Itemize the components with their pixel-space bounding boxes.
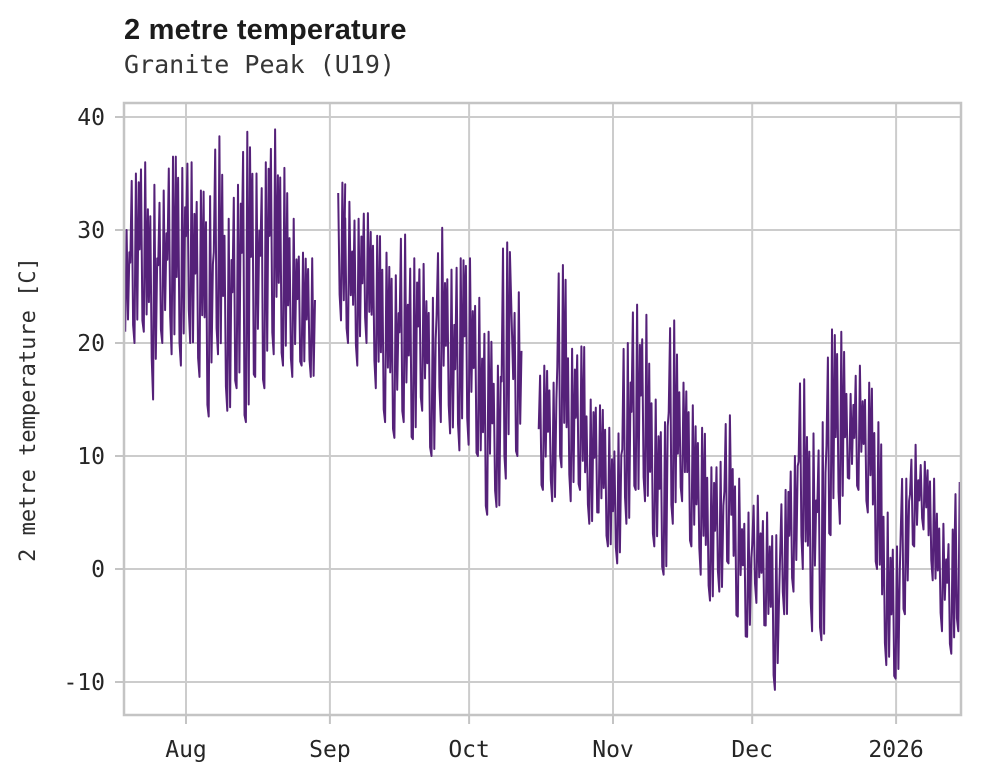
- y-tick-label: 40: [77, 105, 105, 131]
- y-tick-label: -10: [63, 670, 105, 696]
- y-tick-label: 10: [77, 444, 105, 470]
- chart-subtitle: Granite Peak (U19): [124, 50, 395, 79]
- tick-labels: -10 0 10 20 30 40 Aug Sep Oct Nov Dec 2026: [63, 105, 923, 763]
- x-tick-label: Oct: [448, 737, 490, 763]
- x-tick-label: Sep: [309, 737, 351, 763]
- tick-marks: [115, 116, 898, 724]
- y-tick-label: 20: [77, 331, 105, 357]
- y-tick-label: 0: [91, 557, 105, 583]
- y-tick-label: 30: [77, 218, 105, 244]
- x-tick-label: Dec: [731, 737, 773, 763]
- gridlines: [124, 103, 961, 715]
- temperature-series-line: [124, 128, 961, 691]
- x-tick-label: 2026: [868, 737, 923, 763]
- chart-title: 2 metre temperature: [124, 14, 407, 46]
- axes-spines: [122, 101, 963, 717]
- x-tick-label: Nov: [592, 737, 634, 763]
- x-tick-label: Aug: [165, 737, 207, 763]
